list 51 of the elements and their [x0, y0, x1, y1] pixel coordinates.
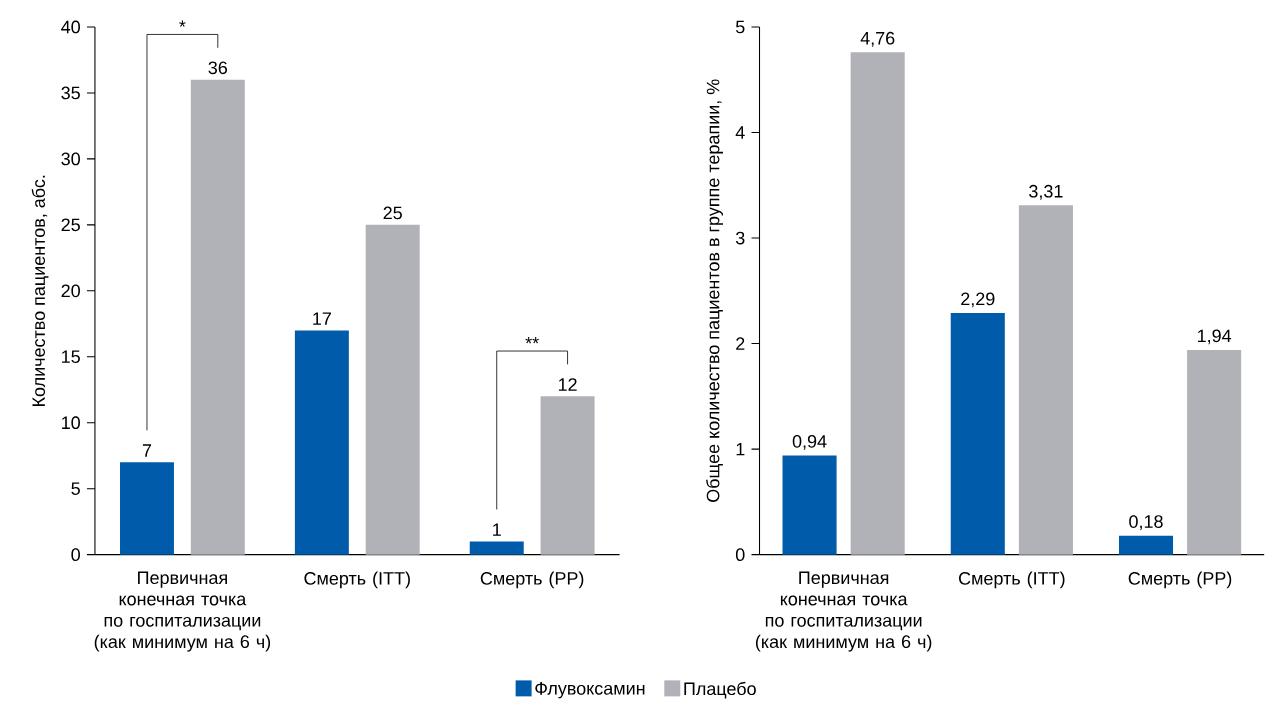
- y-tick-label: 35: [61, 86, 80, 100]
- bar: [540, 396, 595, 555]
- x-tick-label: Первичная конечная точка по госпитализации (как минимум на 6 ч): [94, 571, 271, 652]
- annotation: **: [525, 337, 539, 344]
- x-tick-label: Смерть (ITT): [304, 571, 410, 589]
- legend-label: Флувоксамин: [535, 682, 645, 699]
- bar: [119, 462, 174, 555]
- y-tick-label: 3: [735, 231, 745, 245]
- y-axis-title: Количество пациентов, абс.: [31, 175, 49, 406]
- bar: [782, 455, 837, 555]
- y-tick-label: 5: [735, 20, 745, 34]
- y-tick-label: 1: [736, 442, 745, 456]
- data-label: 25: [383, 206, 402, 220]
- data-label: 36: [208, 61, 228, 75]
- bar: [850, 52, 905, 555]
- y-tick-label: 0: [735, 548, 745, 561]
- bar: [1187, 349, 1242, 555]
- y-tick-label: 4: [735, 126, 745, 139]
- data-label: 3,31: [1029, 184, 1063, 200]
- x-tick-label: Смерть (PP): [1128, 571, 1232, 589]
- bar: [469, 541, 524, 555]
- y-tick-label: 20: [61, 284, 80, 298]
- y-tick-label: 5: [71, 482, 80, 495]
- data-label: 2,29: [961, 292, 995, 308]
- x-tick-label: Первичная конечная точка по госпитализации (как минимум на 6 ч): [755, 571, 932, 652]
- data-label: 1: [493, 523, 501, 536]
- bar: [1018, 205, 1073, 555]
- y-tick-label: 15: [62, 350, 80, 364]
- bar: [1118, 535, 1174, 555]
- y-tick-label: 25: [61, 218, 80, 232]
- y-tick-label: 0: [71, 548, 80, 561]
- legend-label: Плацебо: [684, 681, 756, 699]
- y-tick-label: 2: [736, 337, 745, 350]
- bar: [365, 224, 420, 555]
- data-label: 0,94: [792, 434, 827, 450]
- x-tick-label: Смерть (ITT): [959, 571, 1065, 589]
- x-tick-label: Смерть (PP): [480, 571, 584, 589]
- bar: [294, 330, 349, 555]
- y-tick-label: 30: [61, 152, 80, 166]
- y-axis-title: Общее количество пациентов в группе терапии, %: [706, 79, 723, 502]
- data-label: 4,76: [860, 31, 895, 47]
- y-tick-label: 10: [62, 416, 80, 430]
- y-tick-label: 40: [61, 20, 80, 34]
- text: *: [179, 20, 186, 27]
- data-label: 17: [313, 312, 331, 325]
- data-label: 0,18: [1129, 515, 1163, 531]
- data-label: 1,94: [1198, 329, 1232, 345]
- data-label: 12: [558, 378, 577, 391]
- data-label: 7: [142, 444, 152, 457]
- bar: [950, 312, 1005, 555]
- bar: [190, 79, 245, 555]
